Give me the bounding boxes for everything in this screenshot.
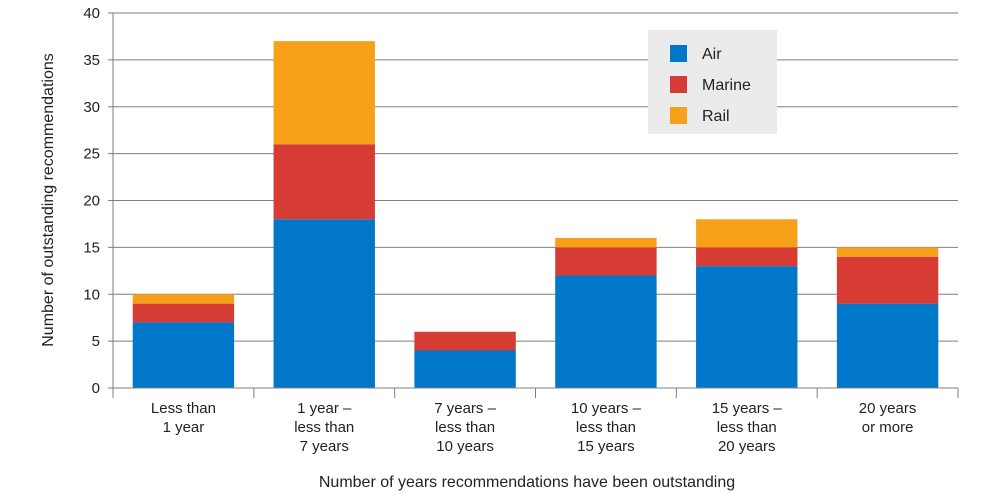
bar-rail-4 xyxy=(555,238,657,248)
x-axis-label: Number of years recommendations have bee… xyxy=(319,474,735,491)
legend-label-air: Air xyxy=(702,46,722,63)
x-tick-label: 20 years or more xyxy=(859,400,917,436)
bar-marine-3 xyxy=(414,331,516,351)
bar-marine-1 xyxy=(132,303,235,323)
x-tick-label: 1 year – less than 7 years xyxy=(294,400,354,455)
bar-air-6 xyxy=(836,303,939,388)
bar-air-1 xyxy=(132,322,235,388)
x-tick-label: Less than 1 year xyxy=(151,400,216,436)
legend: Air Marine Rail xyxy=(648,30,777,134)
legend-swatch-marine xyxy=(670,76,687,93)
axes: 0 5 10 15 20 25 30 35 40 Less than 1 year 1 year – l… xyxy=(83,5,959,455)
x-tick-label: 10 years – less than 15 years xyxy=(571,400,642,455)
legend-label-rail: Rail xyxy=(702,108,730,125)
y-tick-label: 15 xyxy=(83,239,100,256)
bar-marine-4 xyxy=(555,247,657,276)
x-tick-label-line: or more xyxy=(862,419,914,436)
y-tick-label: 10 xyxy=(83,286,100,303)
y-tick-label: 20 xyxy=(83,193,100,210)
bar-rail-2 xyxy=(273,41,375,145)
bar-air-2 xyxy=(273,219,375,388)
x-tick-label-line: 15 years xyxy=(577,438,635,455)
legend-swatch-air xyxy=(670,45,687,62)
bar-marine-5 xyxy=(696,247,798,267)
bar-marine-6 xyxy=(836,256,939,304)
x-tick-label-line: 1 year xyxy=(163,419,205,436)
x-tick-label-line: 10 years xyxy=(436,438,494,455)
x-tick-label-line: 20 years xyxy=(859,400,917,417)
grid-lines xyxy=(113,12,958,342)
y-tick-label: 40 xyxy=(83,5,100,22)
x-tick-label-line: less than xyxy=(576,419,636,436)
legend-swatch-rail xyxy=(670,107,687,124)
x-tick-label-line: 10 years – xyxy=(571,400,642,417)
x-tick-label-line: 20 years xyxy=(718,438,776,455)
x-tick-label: 15 years – less than 20 years xyxy=(712,400,783,455)
bars xyxy=(132,41,939,388)
legend-box xyxy=(648,30,777,134)
y-tick-label: 30 xyxy=(83,99,100,116)
x-tick-label-line: Less than xyxy=(151,400,216,417)
bar-air-4 xyxy=(555,275,657,388)
bar-air-3 xyxy=(414,350,516,388)
bar-rail-6 xyxy=(836,247,939,257)
bar-marine-2 xyxy=(273,144,375,220)
x-tick-label-line: less than xyxy=(294,419,354,436)
y-tick-label: 0 xyxy=(92,380,100,397)
x-tick-label-line: 15 years – xyxy=(712,400,783,417)
y-axis-label: Number of outstanding recommendations xyxy=(40,53,57,347)
bar-rail-5 xyxy=(696,219,798,248)
x-tick-label-line: 7 years – xyxy=(434,400,496,417)
y-tick-label: 35 xyxy=(83,52,100,69)
x-tick-label-line: 1 year – xyxy=(297,400,352,417)
x-tick-label-line: 7 years xyxy=(300,438,349,455)
legend-label-marine: Marine xyxy=(702,77,751,94)
x-tick-label: 7 years – less than 10 years xyxy=(434,400,496,455)
y-tick-label: 25 xyxy=(83,146,100,163)
x-tick-label-line: less than xyxy=(435,419,495,436)
y-tick-label: 5 xyxy=(92,333,100,350)
bar-rail-1 xyxy=(132,294,235,304)
x-tick-label-line: less than xyxy=(717,419,777,436)
bar-air-5 xyxy=(696,266,798,388)
